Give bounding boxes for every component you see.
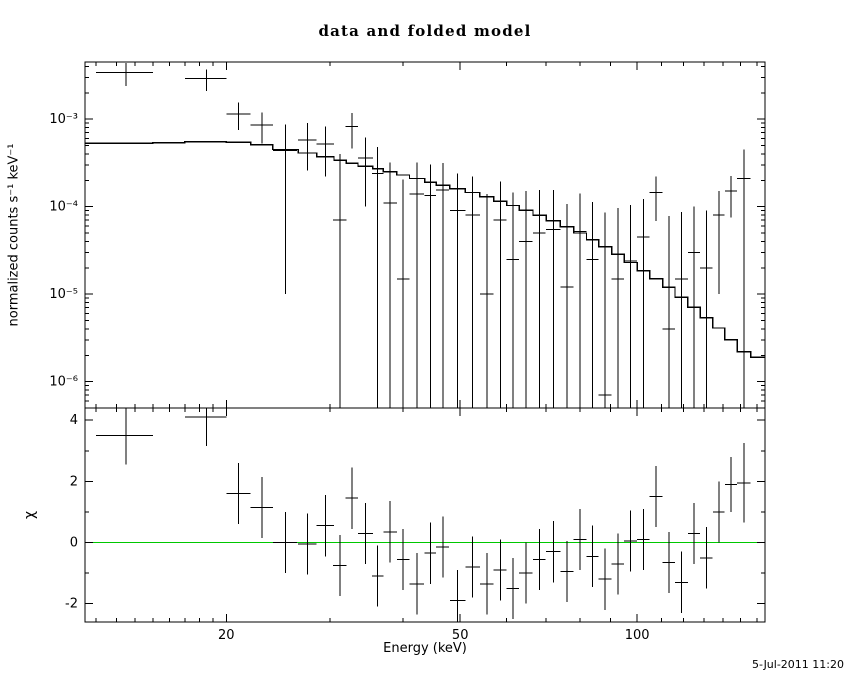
x-tick-label: 100 xyxy=(625,628,650,643)
residual-data-points xyxy=(95,408,751,622)
top-panel-frame xyxy=(84,61,766,409)
y-tick-label-counts: 10⁻³ xyxy=(49,112,78,127)
y-tick-label-chi: 0 xyxy=(70,536,78,551)
y-tick-label-counts: 10⁻⁵ xyxy=(49,287,78,302)
y-tick-label-counts: 10⁻⁴ xyxy=(49,200,78,215)
y-tick-label-counts: 10⁻⁶ xyxy=(49,375,78,390)
y-axis-label-counts: normalized counts s⁻¹ keV⁻¹ xyxy=(6,143,22,327)
y-tick-label-chi: 2 xyxy=(70,474,78,489)
timestamp-label: 5-Jul-2011 11:20 xyxy=(751,658,844,671)
spectrum-data-points xyxy=(95,62,751,408)
bottom-panel-frame xyxy=(84,407,766,623)
y-tick-label-chi: -2 xyxy=(65,597,78,612)
plot-title: data and folded model xyxy=(318,22,532,40)
y-axis-label-chi: χ xyxy=(22,510,38,520)
x-tick-label: 50 xyxy=(452,628,469,643)
x-axis-label-energy: Energy (keV) xyxy=(383,641,467,656)
axis-ticks xyxy=(85,62,765,622)
model-step-line xyxy=(85,141,765,358)
x-tick-label: 20 xyxy=(218,628,235,643)
y-tick-label-chi: 4 xyxy=(70,413,78,428)
